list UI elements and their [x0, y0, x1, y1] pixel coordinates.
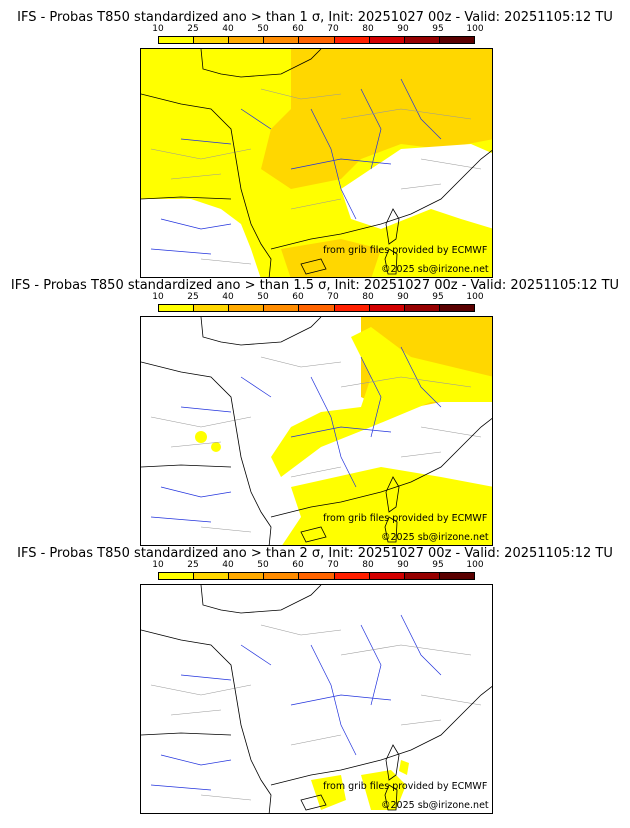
- copyright: ©2025 sb@irizone.net: [381, 264, 489, 275]
- copyright: ©2025 sb@irizone.net: [381, 532, 489, 543]
- colorbar-swatch: [264, 573, 300, 579]
- colorbar-tick: 60: [292, 24, 304, 34]
- colorbar-tick: 50: [257, 24, 269, 34]
- panel-title: IFS - Probas T850 standardized ano > tha…: [10, 278, 620, 293]
- colorbar-tick: 95: [432, 292, 444, 302]
- colorbar-swatch: [194, 573, 230, 579]
- colorbar-swatch: [229, 37, 265, 43]
- map-canvas: [141, 317, 492, 545]
- colorbar-swatch: [369, 305, 405, 311]
- colorbar-swatch: [299, 305, 335, 311]
- colorbar-tick: 70: [327, 292, 339, 302]
- colorbar-tick: 10: [152, 24, 164, 34]
- colorbar-swatch: [334, 573, 370, 579]
- colorbar-swatch: [194, 37, 230, 43]
- colorbar-swatch: [264, 37, 300, 43]
- colorbar-swatch: [159, 37, 195, 43]
- probability-map: from grib files provided by ECMWF ©2025 s…: [140, 48, 493, 278]
- panel-title: IFS - Probas T850 standardized ano > tha…: [17, 546, 613, 561]
- colorbar-tick: 25: [187, 560, 199, 570]
- probability-map: from grib files provided by ECMWF ©2025 s…: [140, 584, 493, 814]
- colorbar-tick: 10: [152, 292, 164, 302]
- probability-map: from grib files provided by ECMWF ©2025 s…: [140, 316, 493, 546]
- colorbar-tick: 40: [222, 560, 234, 570]
- colorbar-tick: 95: [432, 560, 444, 570]
- colorbar-tick: 100: [466, 24, 484, 34]
- colorbar-swatch: [439, 573, 474, 579]
- colorbar-tick: 60: [292, 560, 304, 570]
- colorbar-swatch: [369, 37, 405, 43]
- colorbar-tick: 70: [327, 560, 339, 570]
- colorbar-swatch: [299, 37, 335, 43]
- colorbar-tick: 25: [187, 24, 199, 34]
- colorbar-swatch: [159, 305, 195, 311]
- colorbar-swatch: [299, 573, 335, 579]
- copyright: ©2025 sb@irizone.net: [381, 800, 489, 811]
- colorbar-swatch: [229, 305, 265, 311]
- colorbar-swatch: [334, 37, 370, 43]
- colorbar-tick: 80: [362, 24, 374, 34]
- colorbar-swatch: [439, 305, 474, 311]
- colorbar-ticks: 10 25 40 50 60 70 80 90 95 100: [152, 560, 483, 570]
- colorbar-swatch: [404, 305, 440, 311]
- map-canvas: [141, 49, 492, 277]
- colorbar-tick: 70: [327, 24, 339, 34]
- colorbar-tick: 90: [397, 292, 409, 302]
- colorbar-tick: 90: [397, 24, 409, 34]
- colorbar-tick: 100: [466, 292, 484, 302]
- source-credit: from grib files provided by ECMWF: [323, 781, 488, 792]
- colorbar: [158, 36, 475, 44]
- colorbar-tick: 50: [257, 560, 269, 570]
- colorbar-swatch: [264, 305, 300, 311]
- colorbar-ticks: 10 25 40 50 60 70 80 90 95 100: [152, 24, 483, 34]
- colorbar-tick: 50: [257, 292, 269, 302]
- colorbar-tick: 40: [222, 292, 234, 302]
- colorbar-tick: 90: [397, 560, 409, 570]
- colorbar-tick: 80: [362, 292, 374, 302]
- colorbar: [158, 572, 475, 580]
- colorbar-tick: 95: [432, 24, 444, 34]
- colorbar-tick: 100: [466, 560, 484, 570]
- colorbar-swatch: [194, 305, 230, 311]
- colorbar-tick: 60: [292, 292, 304, 302]
- colorbar-tick: 80: [362, 560, 374, 570]
- colorbar-swatch: [439, 37, 474, 43]
- colorbar-swatch: [229, 573, 265, 579]
- colorbar-swatch: [369, 573, 405, 579]
- colorbar-tick: 25: [187, 292, 199, 302]
- map-canvas: [141, 585, 492, 813]
- colorbar-swatch: [334, 305, 370, 311]
- source-credit: from grib files provided by ECMWF: [323, 513, 488, 524]
- colorbar-swatch: [404, 37, 440, 43]
- colorbar-ticks: 10 25 40 50 60 70 80 90 95 100: [152, 292, 483, 302]
- colorbar-swatch: [404, 573, 440, 579]
- colorbar-swatch: [159, 573, 195, 579]
- colorbar: [158, 304, 475, 312]
- source-credit: from grib files provided by ECMWF: [323, 245, 488, 256]
- panel-title: IFS - Probas T850 standardized ano > tha…: [17, 10, 613, 25]
- colorbar-tick: 40: [222, 24, 234, 34]
- colorbar-tick: 10: [152, 560, 164, 570]
